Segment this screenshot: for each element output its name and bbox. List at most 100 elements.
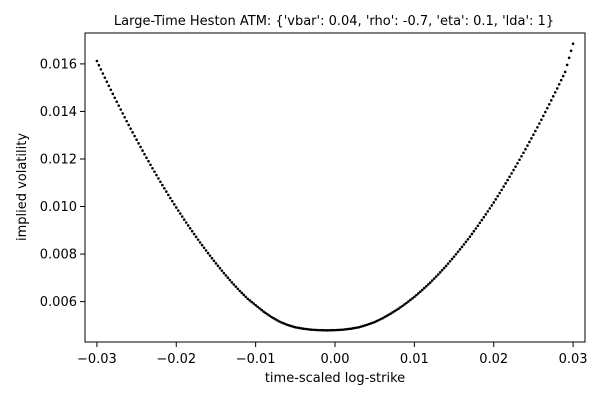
data-point xyxy=(169,196,172,200)
data-point xyxy=(266,313,269,316)
data-point xyxy=(339,328,343,332)
data-point xyxy=(478,221,482,225)
data-point xyxy=(174,206,178,209)
data-point xyxy=(204,249,208,252)
data-point xyxy=(343,328,347,331)
x-tick-label: 0.02 xyxy=(479,352,508,367)
data-point xyxy=(242,293,246,297)
x-axis: −0.03 −0.02 −0.01 0.00 0.01 0.02 0.03 xyxy=(77,342,588,367)
data-point xyxy=(127,123,130,127)
data-point xyxy=(149,163,152,167)
data-point xyxy=(260,308,263,312)
data-point xyxy=(526,144,529,147)
data-point xyxy=(321,328,325,332)
data-point xyxy=(438,271,442,274)
y-tick-label: 0.016 xyxy=(40,57,77,72)
data-point xyxy=(240,291,244,295)
data-point xyxy=(317,328,321,332)
x-tick-label: −0.03 xyxy=(77,352,117,367)
data-point xyxy=(514,165,517,168)
data-point xyxy=(101,72,105,75)
data-point xyxy=(206,251,210,255)
data-point xyxy=(99,68,103,71)
data-point xyxy=(184,221,188,224)
data-point xyxy=(280,321,283,324)
data-point xyxy=(409,298,412,302)
data-point xyxy=(230,281,234,284)
data-point xyxy=(448,260,452,263)
data-point xyxy=(444,264,448,268)
data-point xyxy=(411,297,414,300)
data-point xyxy=(536,125,539,129)
data-point xyxy=(373,320,376,324)
data-point xyxy=(139,145,142,149)
data-point xyxy=(282,321,285,325)
y-tick-label: 0.008 xyxy=(40,248,77,263)
data-point xyxy=(460,245,464,249)
data-point xyxy=(510,172,513,175)
data-point xyxy=(341,328,345,331)
data-point xyxy=(244,295,248,299)
data-point xyxy=(405,301,408,305)
data-point xyxy=(492,201,496,204)
data-point xyxy=(313,328,317,332)
data-point xyxy=(194,235,198,239)
data-point xyxy=(335,328,339,332)
data-point xyxy=(434,275,438,278)
data-point xyxy=(419,290,422,293)
data-point xyxy=(452,255,456,258)
data-point xyxy=(397,307,400,311)
data-point xyxy=(383,315,386,319)
data-point xyxy=(256,305,259,309)
data-point xyxy=(454,252,458,256)
data-point xyxy=(426,283,430,286)
data-point xyxy=(482,215,486,219)
data-point xyxy=(480,218,484,222)
data-point xyxy=(135,138,138,142)
data-point xyxy=(238,289,242,293)
x-tick-label: 0.01 xyxy=(400,352,429,367)
data-point xyxy=(167,193,170,197)
y-tick-label: 0.012 xyxy=(40,152,77,167)
data-point xyxy=(290,324,293,328)
data-point xyxy=(470,232,474,236)
data-point xyxy=(466,237,470,241)
data-point xyxy=(555,87,559,90)
data-point xyxy=(315,328,319,332)
x-axis-label: time-scaled log-strike xyxy=(265,371,405,386)
data-point xyxy=(292,325,295,328)
data-point xyxy=(165,190,168,193)
data-point xyxy=(559,78,563,82)
data-point xyxy=(557,82,561,86)
data-point xyxy=(278,320,281,323)
data-point xyxy=(415,293,418,297)
data-point xyxy=(176,209,180,212)
data-point xyxy=(436,273,440,276)
data-point xyxy=(307,328,311,331)
data-point xyxy=(272,316,275,320)
data-point xyxy=(226,276,230,280)
data-point xyxy=(246,297,249,301)
data-point xyxy=(333,328,337,332)
data-point xyxy=(147,159,150,163)
data-point xyxy=(115,100,119,103)
data-point xyxy=(512,168,515,172)
data-point xyxy=(258,307,261,310)
data-point xyxy=(430,279,434,282)
data-point xyxy=(422,286,426,290)
data-point xyxy=(163,187,166,190)
data-point xyxy=(540,118,543,122)
data-point xyxy=(424,284,428,288)
data-point xyxy=(192,232,196,236)
data-point xyxy=(432,277,436,280)
data-point xyxy=(105,80,109,84)
data-point xyxy=(323,328,327,332)
data-point xyxy=(276,319,279,322)
data-point xyxy=(103,76,107,79)
data-point xyxy=(486,210,490,213)
data-point xyxy=(250,300,253,304)
data-point xyxy=(553,91,557,94)
data-point xyxy=(532,133,535,137)
data-point xyxy=(220,269,224,272)
data-point xyxy=(210,256,214,260)
